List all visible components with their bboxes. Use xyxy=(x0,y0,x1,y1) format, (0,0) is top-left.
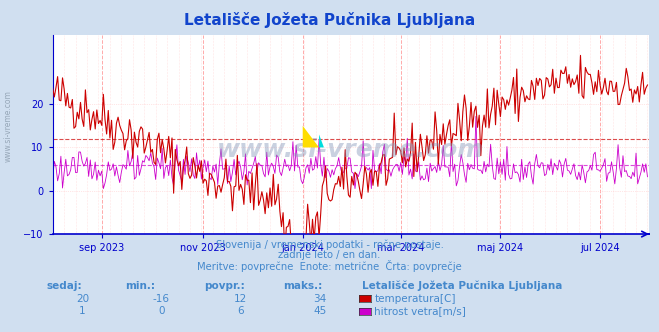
Text: Letališče Jožeta Pučnika Ljubljana: Letališče Jožeta Pučnika Ljubljana xyxy=(184,12,475,28)
Text: Letališče Jožeta Pučnika Ljubljana: Letališče Jožeta Pučnika Ljubljana xyxy=(362,281,563,291)
Text: www.si-vreme.com: www.si-vreme.com xyxy=(217,138,484,162)
Text: maks.:: maks.: xyxy=(283,281,323,290)
Text: 45: 45 xyxy=(313,306,326,316)
Text: hitrost vetra[m/s]: hitrost vetra[m/s] xyxy=(374,306,466,316)
Polygon shape xyxy=(302,126,319,147)
Text: min.:: min.: xyxy=(125,281,156,290)
Text: 12: 12 xyxy=(234,294,247,304)
Text: povpr.:: povpr.: xyxy=(204,281,245,290)
Text: 6: 6 xyxy=(237,306,244,316)
Text: 0: 0 xyxy=(158,306,165,316)
Polygon shape xyxy=(319,134,324,147)
Text: zadnje leto / en dan.: zadnje leto / en dan. xyxy=(278,250,381,260)
Text: -16: -16 xyxy=(153,294,170,304)
Text: 1: 1 xyxy=(79,306,86,316)
Text: 20: 20 xyxy=(76,294,89,304)
Text: www.si-vreme.com: www.si-vreme.com xyxy=(3,90,13,162)
Polygon shape xyxy=(302,147,319,169)
Text: Slovenija / vremenski podatki - ročne postaje.: Slovenija / vremenski podatki - ročne po… xyxy=(215,239,444,250)
Text: sedaj:: sedaj: xyxy=(46,281,82,290)
Text: temperatura[C]: temperatura[C] xyxy=(374,294,456,304)
Text: 34: 34 xyxy=(313,294,326,304)
Text: Meritve: povprečne  Enote: metrične  Črta: povprečje: Meritve: povprečne Enote: metrične Črta:… xyxy=(197,260,462,272)
